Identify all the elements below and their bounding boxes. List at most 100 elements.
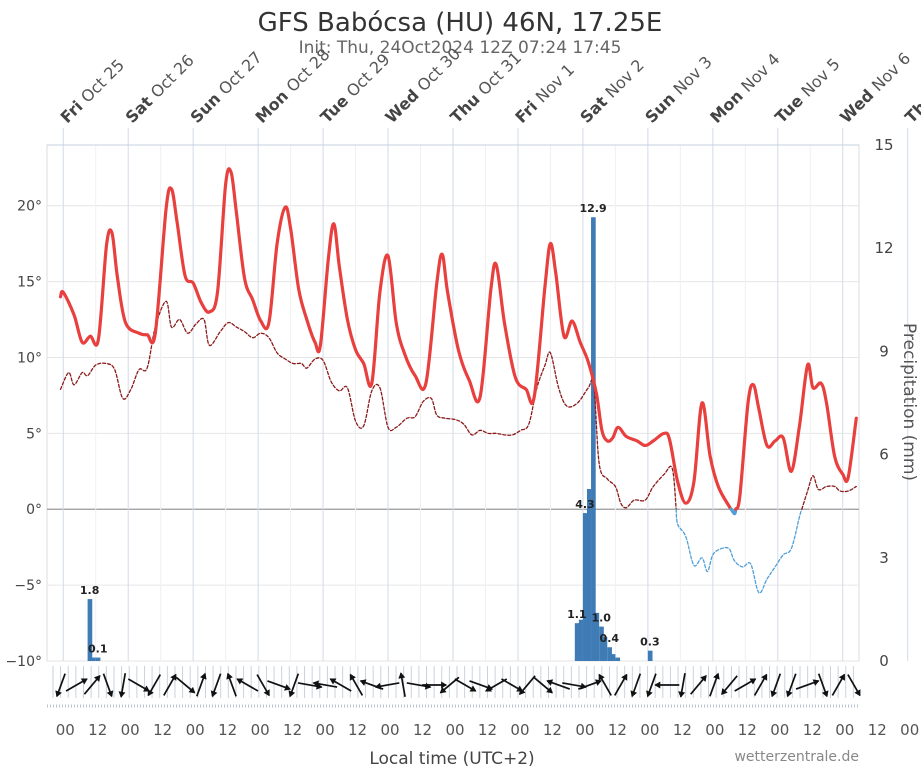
wind-arrow [226, 672, 237, 697]
wind-arrow-head [821, 690, 829, 698]
temp-tick-label: 5° [26, 426, 42, 442]
dewpoint-line [801, 475, 857, 510]
wind-arrow-head [546, 686, 553, 694]
precip-bar [87, 599, 93, 661]
precip-bar-label: 12.9 [579, 202, 606, 215]
wind-arrow [102, 673, 114, 698]
x-tick-label: 12 [413, 721, 432, 739]
wind-arrow-head [349, 673, 356, 681]
wind-arrow-head [721, 688, 728, 695]
precipitation-axis: 0 3 6 9 12 15 [874, 136, 893, 670]
day-date: Oct 27 [215, 48, 266, 99]
wind-arrow [678, 673, 686, 698]
wind-arrow-head [210, 690, 218, 698]
x-tick-label: 00 [900, 721, 919, 739]
wind-arrow [83, 675, 101, 695]
precip-bar [599, 626, 604, 661]
wind-arrow-head [170, 673, 177, 681]
precip-tick-label: 3 [879, 549, 889, 567]
wind-arrow [288, 673, 300, 698]
grid-lines [46, 128, 909, 662]
wind-arrow-head [398, 672, 406, 679]
wind-arrow-head [621, 673, 628, 681]
chart-subtitle: Init: Thu, 24Oct2024 12Z 07:24 17:45 [299, 38, 622, 58]
wind-arrow-head [654, 681, 661, 689]
wind-arrow [210, 673, 222, 698]
wind-arrow [163, 673, 177, 696]
wind-arrow [55, 673, 66, 698]
day-date: Nov 4 [737, 49, 783, 95]
x-tick-label: 12 [218, 721, 237, 739]
chart-title: GFS Babócsa (HU) 46N, 17.25E [258, 8, 663, 38]
wind-arrow-head [424, 682, 432, 690]
wind-arrow-head [678, 691, 686, 698]
wind-arrow [267, 680, 291, 691]
dewpoint-line [675, 508, 803, 594]
temp-tick-label: 20° [17, 199, 42, 215]
day-label: Sat Oct 26 [122, 51, 198, 127]
precip-bar [582, 513, 588, 661]
wind-arrow [598, 673, 612, 696]
wind-arrow-head [812, 679, 820, 686]
wind-arrow [831, 673, 846, 696]
x-tick-label: 12 [738, 721, 757, 739]
wind-arrow [519, 675, 536, 695]
precip-tick-label: 15 [874, 136, 893, 154]
wind-arrow-head [786, 690, 793, 698]
precip-tick-label: 9 [879, 342, 889, 360]
wind-arrow-head [226, 672, 233, 680]
x-tick-label: 12 [478, 721, 497, 739]
wind-arrow-head [80, 678, 88, 685]
x-tick-label: 00 [186, 721, 205, 739]
wind-arrow-head [441, 681, 448, 689]
wind-arrow [630, 673, 642, 698]
x-tick-label: 12 [673, 721, 692, 739]
temp-tick-label: −5° [14, 578, 42, 594]
day-date: Nov 2 [601, 55, 647, 101]
wind-arrow-head [749, 678, 757, 685]
wind-arrow-head [200, 672, 207, 680]
day-label: Fri Oct 25 [57, 55, 128, 126]
wind-arrow-head [439, 686, 447, 694]
temp-tick-label: 15° [17, 275, 42, 291]
x-tick-label: 00 [251, 721, 270, 739]
wind-arrow [690, 675, 707, 695]
x-tick-label: 00 [640, 721, 659, 739]
wind-arrow [753, 673, 768, 696]
wind-arrow-head [263, 689, 270, 697]
day-label: Fri Nov 1 [511, 60, 578, 127]
precip-bar-label: 4.3 [575, 498, 595, 511]
wind-arrow-head [55, 690, 62, 698]
wind-arrow [374, 682, 400, 690]
precip-bar [578, 619, 583, 661]
day-label: Sat Nov 2 [576, 55, 647, 126]
day-label: Sun Nov 3 [641, 52, 716, 127]
x-tick-label: 12 [868, 721, 887, 739]
precip-bar [603, 636, 608, 661]
precip-tick-label: 12 [874, 239, 893, 257]
precip-bar [574, 623, 580, 661]
wind-arrow-head [761, 673, 768, 681]
wind-arrow [422, 681, 448, 689]
x-tick-label: 12 [153, 721, 172, 739]
precip-bar [591, 217, 596, 662]
wind-arrow [654, 681, 680, 689]
precip-bar [607, 647, 612, 661]
x-tick-label: 00 [770, 721, 789, 739]
dewpoint-line [59, 300, 677, 510]
wind-arrow-head [312, 680, 320, 688]
wind-arrow [578, 679, 602, 690]
day-date: Oct 25 [77, 55, 128, 106]
wind-arrow [147, 674, 162, 697]
wind-arrow-head [854, 689, 861, 697]
precip-bar-label: 0.4 [600, 632, 620, 645]
precip-bar-label: 1.1 [567, 608, 587, 621]
wind-arrow [312, 680, 338, 688]
x-tick-label: 12 [608, 721, 627, 739]
wind-arrow [329, 678, 352, 692]
wind-arrow [795, 679, 820, 690]
wind-arrow [175, 676, 196, 694]
precip-bar-label: 0.3 [640, 636, 660, 649]
x-tick-label: 00 [316, 721, 335, 739]
